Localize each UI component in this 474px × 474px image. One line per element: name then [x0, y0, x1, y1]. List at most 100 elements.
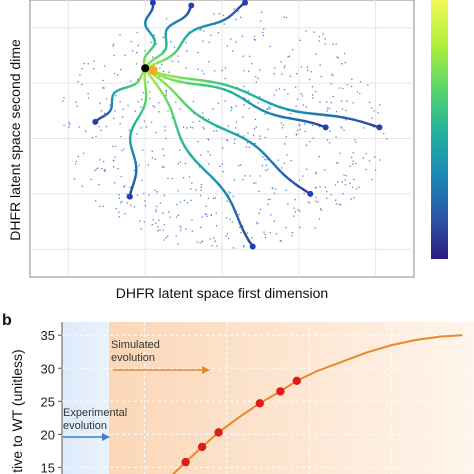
- background-point: [372, 126, 375, 128]
- background-point: [87, 63, 89, 65]
- panel-a: DHFR latent space second dime DHFR laten…: [7, 0, 448, 301]
- background-point: [200, 186, 202, 188]
- background-point: [114, 145, 117, 147]
- background-point: [240, 16, 242, 18]
- branch-segment: [211, 176, 220, 186]
- background-point: [192, 121, 194, 123]
- background-point: [373, 156, 376, 158]
- background-point: [209, 154, 211, 156]
- background-point: [157, 226, 159, 228]
- background-point: [264, 233, 266, 236]
- background-point: [341, 181, 343, 183]
- background-point: [113, 54, 115, 56]
- background-point: [185, 67, 187, 69]
- background-point: [150, 41, 152, 43]
- background-point: [285, 226, 287, 229]
- background-point: [113, 160, 115, 162]
- background-point: [241, 35, 244, 37]
- background-point: [141, 179, 143, 181]
- background-point: [335, 199, 337, 201]
- background-point: [190, 188, 192, 190]
- background-point: [124, 185, 126, 187]
- background-point: [351, 78, 353, 80]
- branch-segment: [180, 76, 193, 81]
- background-point: [284, 143, 286, 145]
- background-point: [201, 70, 203, 72]
- background-point: [242, 225, 244, 227]
- trajectory-branches: [94, 1, 381, 248]
- background-point: [217, 32, 220, 34]
- background-point: [335, 43, 337, 45]
- background-point: [246, 142, 249, 144]
- branch-segment: [148, 74, 157, 84]
- background-point: [345, 175, 347, 177]
- background-point: [127, 104, 129, 107]
- background-point: [233, 142, 236, 144]
- background-point: [163, 154, 165, 157]
- background-point: [280, 122, 282, 124]
- background-point: [63, 97, 65, 99]
- background-point: [308, 202, 311, 204]
- background-point: [221, 69, 223, 72]
- background-point: [346, 84, 349, 86]
- background-point: [187, 31, 190, 33]
- background-point: [177, 214, 179, 216]
- background-point: [351, 85, 353, 88]
- branch-segment: [205, 170, 214, 180]
- background-point: [285, 17, 287, 19]
- background-point: [140, 127, 142, 129]
- background-point: [183, 199, 185, 202]
- background-point: [227, 140, 229, 142]
- background-point: [63, 124, 65, 126]
- background-point: [157, 230, 159, 232]
- background-point: [210, 214, 212, 216]
- background-point: [322, 33, 324, 35]
- background-point: [242, 55, 244, 57]
- simulated-evolution-label: Simulated evolution: [111, 339, 163, 364]
- background-point: [153, 106, 156, 108]
- background-point: [120, 202, 122, 204]
- background-point: [295, 133, 298, 135]
- background-point: [300, 66, 303, 68]
- background-point: [259, 96, 261, 98]
- background-point: [255, 182, 257, 184]
- background-point: [120, 68, 122, 71]
- branch-segment: [296, 118, 306, 123]
- background-point: [162, 212, 164, 214]
- background-point: [227, 125, 230, 127]
- branch-segment: [239, 224, 246, 235]
- background-point: [233, 8, 235, 10]
- background-point: [311, 86, 314, 88]
- background-point: [311, 125, 314, 127]
- background-point: [97, 167, 99, 169]
- line-segment: [316, 360, 344, 372]
- background-point: [156, 43, 158, 45]
- background-point: [183, 177, 185, 179]
- background-point: [77, 81, 79, 83]
- background-point: [285, 136, 287, 138]
- background-point: [328, 142, 331, 144]
- branch-segment: [289, 178, 298, 187]
- branch-segment: [185, 103, 194, 112]
- branch-segment: [190, 109, 200, 117]
- background-point: [299, 128, 301, 131]
- y-tick-label: 15: [41, 460, 55, 474]
- experimental-arrow: [63, 433, 110, 441]
- branch-segment: [183, 144, 191, 155]
- background-point: [313, 31, 315, 33]
- background-point: [175, 235, 177, 237]
- background-point: [154, 189, 156, 191]
- background-point: [175, 216, 178, 218]
- background-point: [165, 18, 168, 20]
- background-point: [209, 238, 211, 240]
- background-point: [320, 209, 323, 211]
- background-point: [225, 235, 227, 237]
- panel-b-y-ticks: 15 20 25 30 35: [41, 328, 62, 474]
- background-point: [293, 207, 295, 209]
- background-point: [352, 102, 354, 104]
- background-point: [305, 106, 307, 108]
- background-point: [247, 132, 249, 134]
- background-point: [324, 186, 326, 188]
- background-point: [245, 146, 247, 148]
